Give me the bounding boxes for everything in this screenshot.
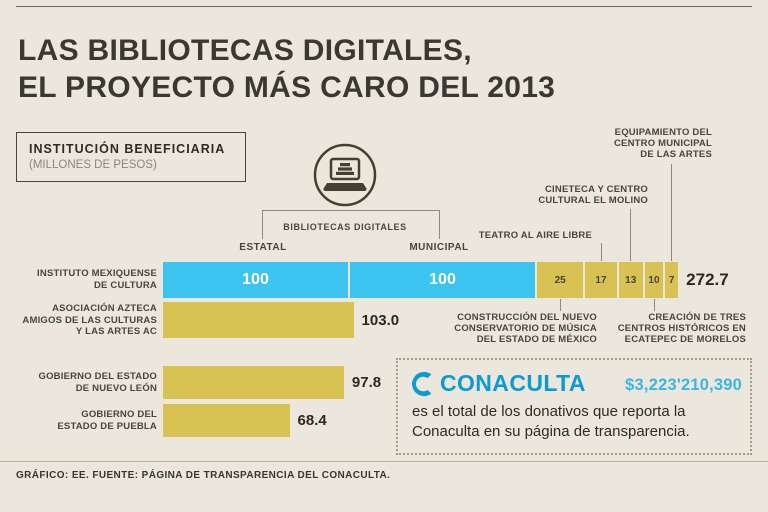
bar-segment: 100	[163, 262, 348, 298]
digital-library-laptop-icon	[312, 142, 378, 208]
annotation-equipamiento: EQUIPAMIENTO DEL CENTRO MUNICIPAL DE LAS…	[613, 127, 712, 160]
annotation-creacion: CREACIÓN DE TRES CENTROS HISTÓRICOS EN E…	[617, 312, 746, 345]
legend-box: INSTITUCIÓN BENEFICIARIA (MILLONES DE PE…	[16, 132, 246, 182]
bar-segments	[163, 404, 290, 437]
bar-segment: 100	[350, 262, 535, 298]
callout-description: es el total de los donativos que reporta…	[412, 403, 690, 440]
bar-segment	[163, 302, 354, 338]
bar-segment-value: 13	[625, 274, 637, 286]
bar-row-asociacion-azteca: 103.0	[163, 302, 399, 338]
bar-segment: 25	[537, 262, 584, 298]
bar-segment: 10	[644, 262, 664, 298]
annotation-conservatorio: CONSTRUCCIÓN DEL NUEVO CONSERVATORIO DE …	[454, 312, 597, 345]
legend-subtitle: (MILLONES DE PESOS)	[29, 159, 157, 171]
conaculta-brand: CONACULTA	[440, 370, 586, 396]
source-credit: GRÁFICO: EE. FUENTE: PÁGINA DE TRANSPARE…	[16, 470, 391, 481]
bar-segment-value: 17	[595, 274, 607, 286]
bar-segments	[163, 366, 344, 399]
legend-title: INSTITUCIÓN BENEFICIARIA	[29, 142, 226, 156]
leader-line-conservatorio	[560, 299, 561, 311]
bar-row-nuevo-leon: 97.8	[163, 366, 381, 399]
leader-line-cineteca	[630, 209, 631, 261]
title-line-1: LAS BIBLIOTECAS DIGITALES,	[18, 34, 472, 68]
bar-total: 68.4	[297, 412, 327, 429]
leader-line-teatro	[601, 243, 602, 261]
bar-segment-value: 7	[668, 274, 675, 286]
row-label-puebla: GOBIERNO DEL ESTADO DE PUEBLA	[57, 409, 157, 432]
top-rule	[16, 6, 752, 7]
row-label-instituto-mexiquense: INSTITUTO MEXIQUENSE DE CULTURA	[37, 268, 157, 291]
column-label-estatal: ESTATAL	[239, 242, 287, 253]
bar-row-instituto-mexiquense: 100 100 25 17 13 10 7 272.7	[163, 262, 729, 298]
bracket-connector	[262, 210, 440, 239]
bar-total: 97.8	[351, 374, 382, 391]
annotation-teatro: TEATRO AL AIRE LIBRE	[478, 230, 592, 241]
title-line-2: EL PROYECTO MÁS CARO DEL 2013	[18, 71, 556, 105]
bar-total: 103.0	[361, 311, 400, 329]
bar-row-puebla: 68.4	[163, 404, 327, 437]
column-label-municipal: MUNICIPAL	[409, 242, 469, 253]
bar-segment-value: 25	[554, 274, 566, 286]
bar-segment	[163, 366, 344, 399]
conaculta-callout-box: CONACULTA $3,223'210,390 es el total de …	[396, 358, 752, 455]
bar-segment: 17	[585, 262, 617, 298]
row-label-nuevo-leon: GOBIERNO DEL ESTADO DE NUEVO LEÓN	[38, 371, 157, 394]
digital-libraries-label: BIBLIOTECAS DIGITALES	[283, 222, 407, 232]
footer-rule	[0, 461, 768, 462]
bar-segment	[163, 404, 290, 437]
row-label-asociacion-azteca: ASOCIACIÓN AZTECA AMIGOS DE LAS CULTURAS…	[22, 303, 157, 337]
bar-segment-value: 100	[429, 271, 456, 288]
bar-segment-value: 10	[648, 274, 660, 286]
leader-line-creacion	[654, 299, 655, 311]
bar-segments: 100 100 25 17 13 10 7	[163, 262, 679, 298]
bar-segment: 13	[618, 262, 643, 298]
leader-line-equipamiento	[671, 164, 672, 261]
bar-total: 272.7	[686, 270, 729, 289]
page-title: LAS BIBLIOTECAS DIGITALES, EL PROYECTO M…	[18, 32, 555, 106]
conaculta-logo-icon	[410, 371, 436, 397]
bar-segments	[163, 302, 354, 338]
bar-segment-value: 100	[242, 271, 269, 288]
annotation-cineteca: CINETECA Y CENTRO CULTURAL EL MOLINO	[538, 184, 648, 206]
donation-total-amount: $3,223'210,390	[625, 376, 742, 394]
bar-segment: 7	[665, 262, 679, 298]
